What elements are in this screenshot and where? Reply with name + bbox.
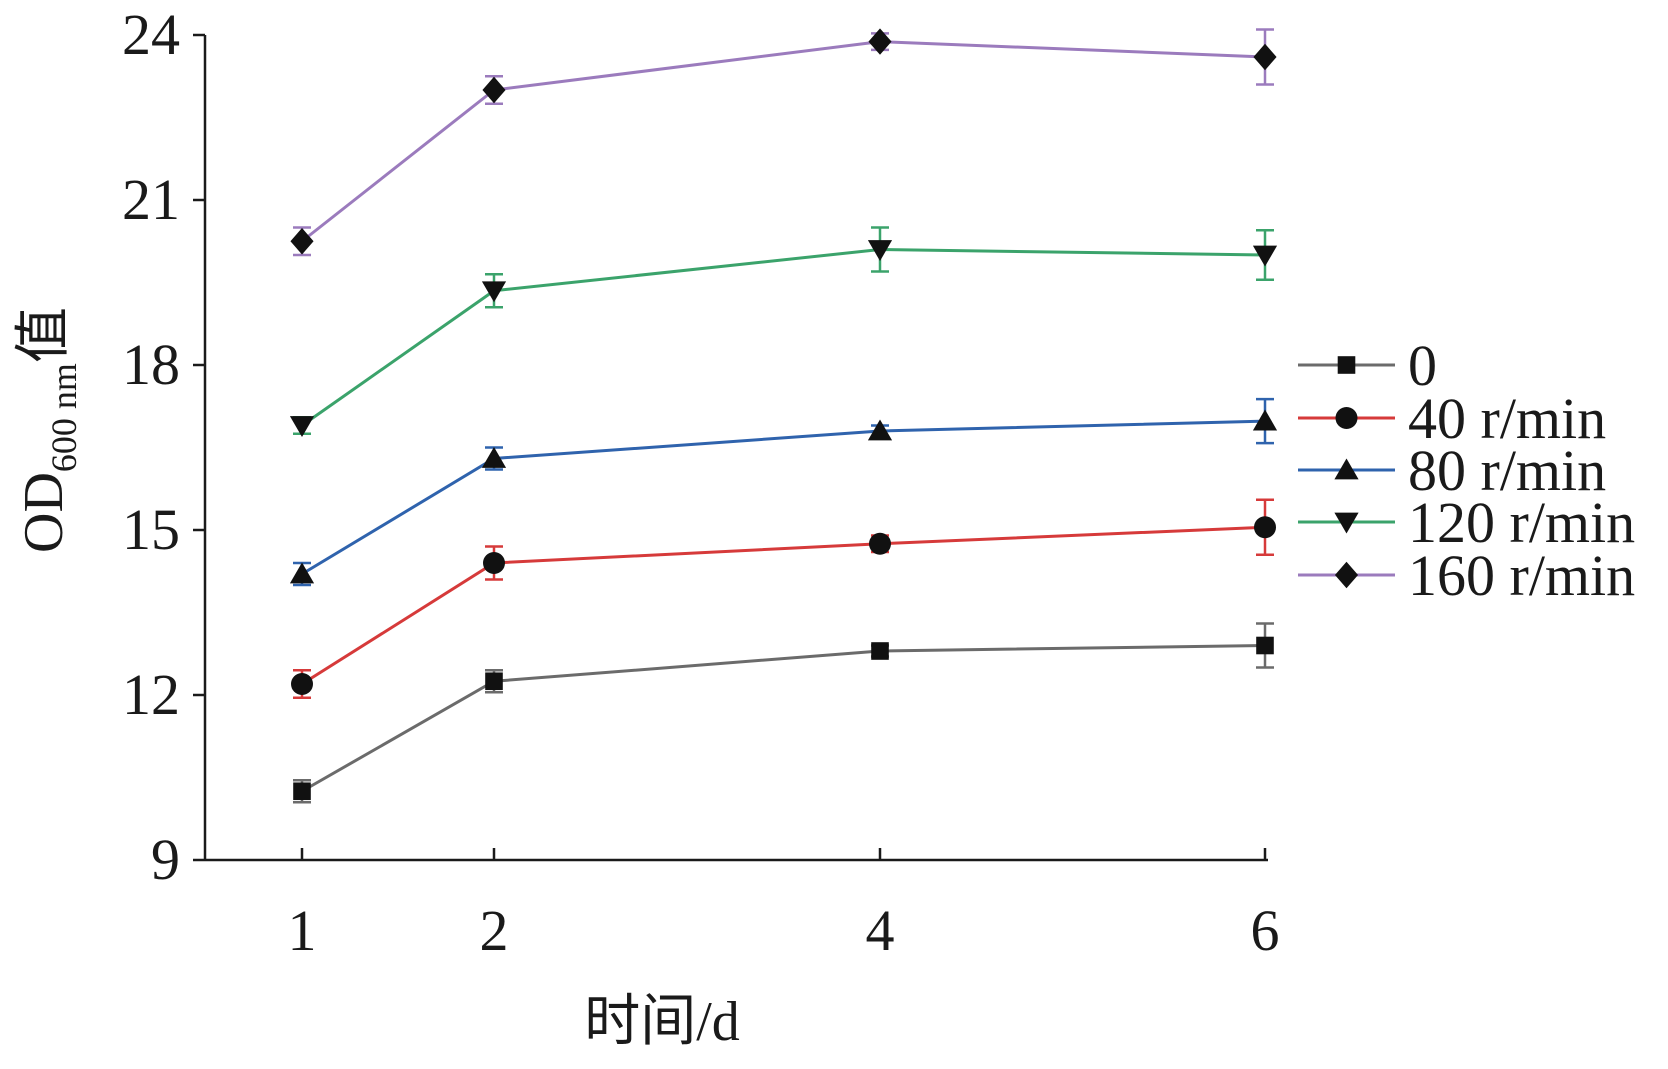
series-4 bbox=[290, 28, 1277, 257]
series-3 bbox=[289, 226, 1278, 438]
series-line bbox=[301, 40, 1266, 243]
y-axis-title: OD600 nm值 bbox=[13, 307, 84, 553]
series-0 bbox=[293, 622, 1274, 804]
y-axis-title-main: OD bbox=[13, 472, 75, 553]
data-point bbox=[871, 642, 889, 660]
x-tick-label: 6 bbox=[1251, 898, 1280, 963]
series-line bbox=[301, 644, 1266, 793]
y-tick-label: 21 bbox=[122, 167, 180, 232]
legend-item: 0 bbox=[1298, 333, 1437, 398]
data-point bbox=[867, 419, 893, 441]
y-tick-label: 15 bbox=[122, 497, 180, 562]
legend-item: 120 r/min bbox=[1298, 490, 1635, 555]
data-point bbox=[1253, 43, 1277, 71]
series-line bbox=[301, 525, 1266, 686]
data-point bbox=[1252, 245, 1278, 267]
data-point bbox=[1252, 409, 1278, 431]
data-point bbox=[290, 228, 314, 255]
data-point bbox=[289, 562, 315, 584]
legend-marker bbox=[1334, 458, 1359, 480]
legend-item: 80 r/min bbox=[1298, 438, 1606, 503]
x-tick-label: 1 bbox=[288, 898, 317, 963]
series-line bbox=[301, 419, 1266, 576]
y-axis-title-subscript: 600 nm bbox=[44, 363, 84, 472]
legend-marker bbox=[1337, 356, 1356, 374]
y-axis-title-suffix: 值 bbox=[13, 307, 75, 363]
legend-label: 40 r/min bbox=[1408, 386, 1606, 451]
data-point bbox=[293, 782, 311, 801]
y-tick-label: 24 bbox=[122, 2, 180, 67]
series-2 bbox=[289, 397, 1278, 587]
data-point bbox=[481, 281, 507, 303]
data-point bbox=[1254, 516, 1276, 539]
legend-marker bbox=[1334, 561, 1359, 589]
series-group bbox=[289, 28, 1278, 804]
data-point bbox=[482, 76, 506, 104]
series-line bbox=[301, 247, 1266, 427]
x-tick-label: 4 bbox=[866, 898, 895, 963]
x-tick-label: 2 bbox=[480, 898, 509, 963]
data-point bbox=[485, 672, 503, 691]
data-point bbox=[289, 416, 315, 438]
data-point bbox=[483, 552, 505, 574]
y-tick-label: 12 bbox=[122, 662, 180, 727]
legend-label: 120 r/min bbox=[1408, 490, 1635, 555]
legend-item: 160 r/min bbox=[1298, 543, 1635, 608]
legend-marker bbox=[1334, 512, 1359, 534]
series-1 bbox=[291, 498, 1276, 699]
y-tick-label: 9 bbox=[151, 827, 180, 892]
data-point bbox=[867, 240, 893, 262]
data-point bbox=[481, 446, 507, 468]
data-point bbox=[869, 532, 891, 555]
legend-label: 0 bbox=[1408, 333, 1437, 398]
legend-item: 40 r/min bbox=[1298, 386, 1606, 451]
data-point bbox=[868, 28, 892, 55]
legend-label: 160 r/min bbox=[1408, 543, 1635, 608]
legend-label: 80 r/min bbox=[1408, 438, 1606, 503]
data-point bbox=[1256, 636, 1274, 655]
data-point bbox=[291, 673, 313, 695]
x-axis-title: 时间/d bbox=[584, 991, 740, 1053]
y-tick-label: 18 bbox=[122, 332, 180, 397]
legend-marker bbox=[1335, 407, 1358, 429]
